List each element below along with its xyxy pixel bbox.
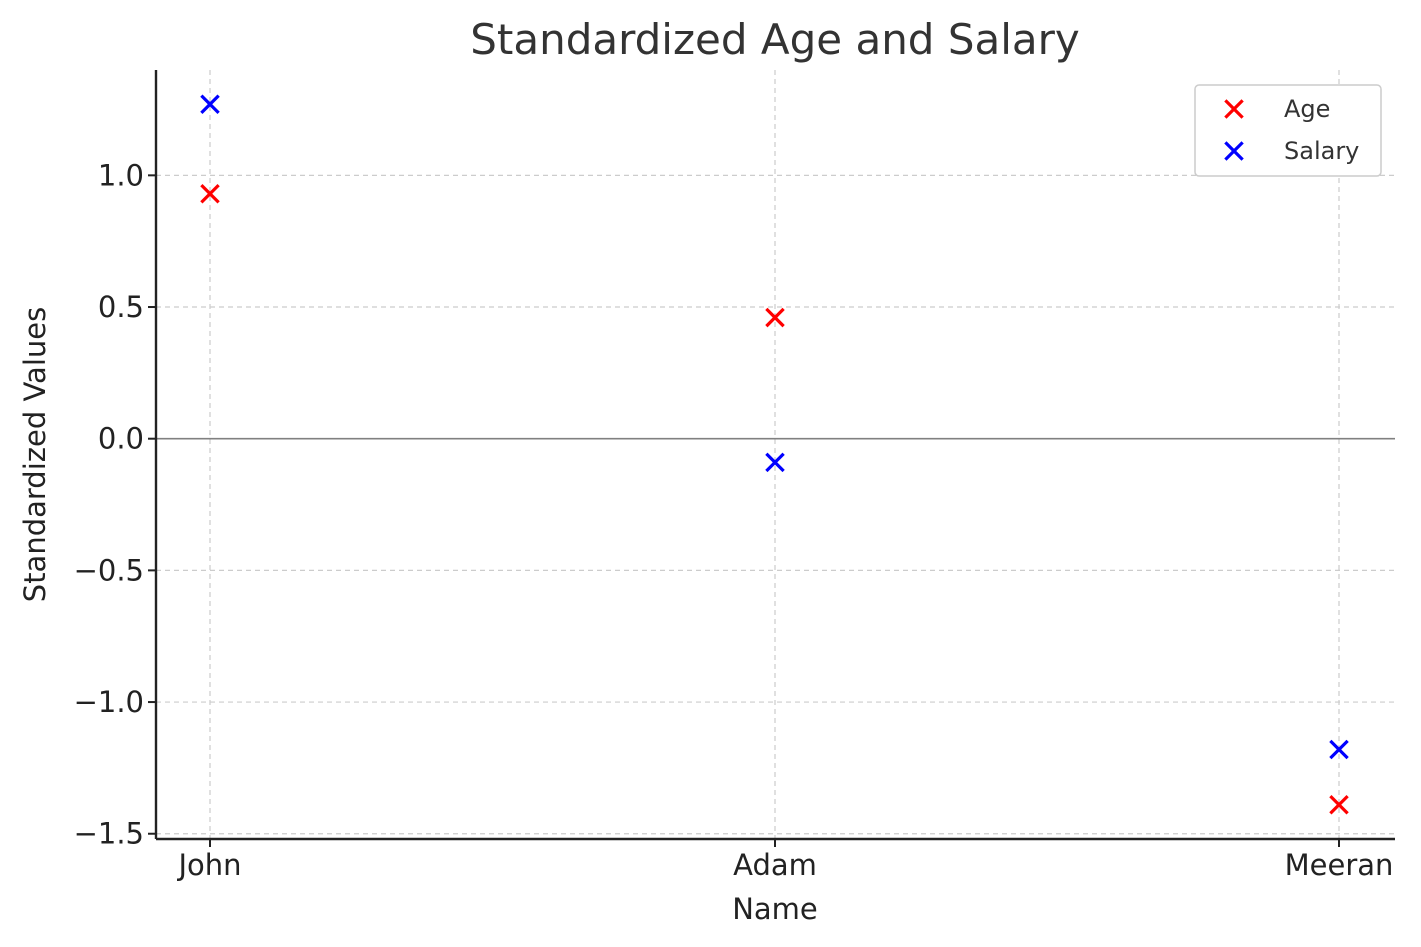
x-tick-label: John (176, 848, 241, 882)
salary-point-meeran (1329, 739, 1349, 760)
y-tick-label: −1.0 (74, 685, 144, 719)
data-points (200, 94, 1349, 815)
grid-lines (156, 70, 1395, 839)
y-tick-label: −0.5 (74, 553, 144, 587)
y-tick-label: 0.0 (98, 422, 144, 456)
age-point-meeran (1329, 795, 1349, 815)
chart-title: Standardized Age and Salary (470, 15, 1080, 64)
y-tick-label: 0.5 (98, 290, 144, 324)
x-axis-label: Name (732, 892, 818, 926)
y-tick-label: 1.0 (98, 158, 144, 192)
legend: Age Salary (1194, 84, 1382, 177)
x-tick-label: Adam (733, 848, 817, 882)
legend-label-salary: Salary (1284, 137, 1359, 165)
salary-point-john (200, 94, 220, 114)
axes (154, 70, 1395, 841)
legend-marker-age (1224, 99, 1244, 119)
age-point-adam (765, 307, 785, 328)
legend-label-age: Age (1284, 95, 1330, 123)
y-axis-label: Standardized Values (18, 307, 52, 602)
legend-box (1194, 84, 1382, 177)
age-point-john (200, 184, 220, 204)
y-tick-label: −1.5 (74, 817, 144, 851)
x-tick-label: Meeran (1285, 848, 1394, 882)
salary-point-adam (765, 452, 785, 473)
legend-marker-salary (1224, 141, 1244, 161)
ticks: 1.0 0.5 0.0 −0.5 −1.0 −1.5 John Adam Meeran (74, 158, 1394, 882)
